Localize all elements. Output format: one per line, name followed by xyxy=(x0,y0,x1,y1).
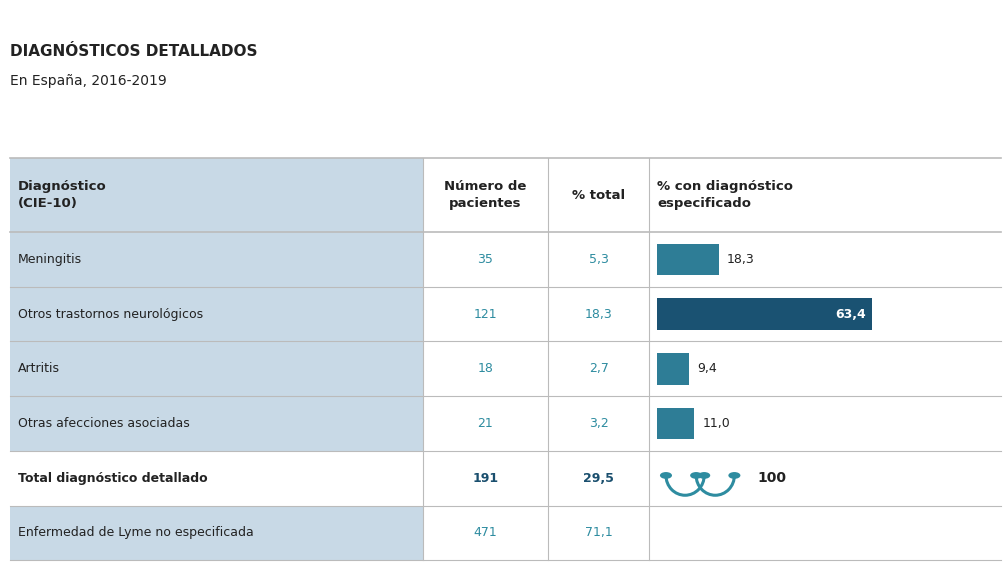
Circle shape xyxy=(690,472,702,479)
Circle shape xyxy=(698,472,710,479)
Text: Total diagnóstico detallado: Total diagnóstico detallado xyxy=(18,472,207,484)
Bar xyxy=(423,158,1001,232)
Text: 18: 18 xyxy=(478,362,493,375)
Text: Artritis: Artritis xyxy=(18,362,60,375)
Text: 35: 35 xyxy=(478,253,493,266)
Circle shape xyxy=(660,472,672,479)
Bar xyxy=(10,287,423,341)
Text: 21: 21 xyxy=(478,417,493,430)
Text: % con diagnóstico
especificado: % con diagnóstico especificado xyxy=(657,180,793,211)
Text: 191: 191 xyxy=(473,472,498,484)
Bar xyxy=(657,408,694,439)
Bar xyxy=(10,158,423,232)
Bar xyxy=(657,298,872,330)
Text: DIAGNÓSTICOS DETALLADOS: DIAGNÓSTICOS DETALLADOS xyxy=(10,44,258,59)
Bar xyxy=(657,353,689,385)
Text: 2,7: 2,7 xyxy=(589,362,609,375)
Text: Número de
pacientes: Número de pacientes xyxy=(445,180,526,211)
Text: 71,1: 71,1 xyxy=(584,526,613,539)
Text: 11,0: 11,0 xyxy=(702,417,730,430)
Text: Otras afecciones asociadas: Otras afecciones asociadas xyxy=(18,417,190,430)
Circle shape xyxy=(728,472,740,479)
Text: Diagnóstico
(CIE-10): Diagnóstico (CIE-10) xyxy=(18,180,107,211)
Text: 18,3: 18,3 xyxy=(584,308,613,320)
Text: 100: 100 xyxy=(758,471,787,485)
Bar xyxy=(10,396,423,451)
Bar xyxy=(10,232,423,287)
Text: % total: % total xyxy=(572,189,625,201)
Text: 18,3: 18,3 xyxy=(727,253,754,266)
Bar xyxy=(657,243,719,275)
Text: 9,4: 9,4 xyxy=(697,362,716,375)
Text: 3,2: 3,2 xyxy=(589,417,609,430)
Text: 29,5: 29,5 xyxy=(583,472,614,484)
Bar xyxy=(10,341,423,396)
Text: Otros trastornos neurológicos: Otros trastornos neurológicos xyxy=(18,308,203,320)
Text: Meningitis: Meningitis xyxy=(18,253,82,266)
Text: 63,4: 63,4 xyxy=(835,308,866,320)
Text: 121: 121 xyxy=(474,308,497,320)
Text: 5,3: 5,3 xyxy=(589,253,609,266)
Text: En España, 2016-2019: En España, 2016-2019 xyxy=(10,74,167,88)
Bar xyxy=(10,505,423,560)
Text: 471: 471 xyxy=(474,526,497,539)
Text: Enfermedad de Lyme no especificada: Enfermedad de Lyme no especificada xyxy=(18,526,254,539)
